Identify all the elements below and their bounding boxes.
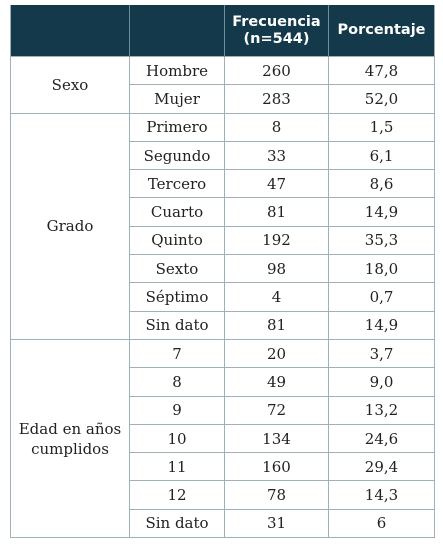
category-cell: 7 (129, 338, 225, 369)
group-label: Edad en años cumplidos (10, 338, 130, 539)
percent-cell: 35,3 (328, 225, 435, 256)
frequency-cell: 134 (224, 423, 329, 454)
frequency-table: Frecuencia (n=544) Porcentaje Sexo Hombre… (10, 5, 435, 539)
header-frequency-title: Frecuencia (232, 13, 321, 30)
table-header: Frecuencia (n=544) Porcentaje (10, 5, 435, 57)
category-cell: Sexto (129, 254, 225, 284)
frequency-cell: 283 (224, 84, 329, 114)
category-cell: 8 (129, 367, 225, 397)
group-label-line1: Sexo (51, 75, 89, 94)
frequency-cell: 78 (224, 480, 329, 510)
table-row: Sexo Hombre 260 47,8 (10, 55, 435, 114)
percent-cell: 6 (328, 508, 435, 539)
category-cell: Séptimo (129, 282, 225, 312)
frequency-cell: 81 (224, 310, 329, 340)
percent-cell: 3,7 (328, 338, 435, 369)
frequency-cell: 98 (224, 254, 329, 284)
frequency-cell: 192 (224, 225, 329, 256)
table-row: Sin dato 31 6 (11, 508, 435, 539)
percent-cell: 1,5 (328, 112, 435, 142)
table-row: Edad en años cumplidos 7 20 3,7 (10, 338, 435, 539)
header-variable (10, 5, 130, 57)
header-row: Frecuencia (n=544) Porcentaje (10, 5, 435, 57)
group-label-line1: Grado (46, 217, 94, 236)
header-frequency-n: (n=544) (243, 30, 310, 47)
header-percent: Porcentaje (328, 5, 435, 57)
table-container: Frecuencia (n=544) Porcentaje Sexo Hombre… (10, 5, 435, 539)
category-cell: Mujer (129, 84, 225, 114)
category-cell: 9 (129, 395, 225, 425)
group-label: Grado (10, 112, 130, 340)
frequency-cell: 20 (224, 338, 329, 369)
table-row: Grado Primero 8 1,5 (10, 112, 435, 340)
group-label-line1: Edad en años (18, 419, 122, 438)
percent-cell: 47,8 (328, 55, 435, 86)
frequency-cell: 72 (224, 395, 329, 425)
percent-cell: 9,0 (328, 367, 435, 397)
percent-cell: 14,3 (328, 480, 435, 510)
header-frequency: Frecuencia (n=544) (224, 5, 329, 57)
percent-cell: 29,4 (328, 452, 435, 482)
header-category (129, 5, 225, 57)
percent-cell: 18,0 (328, 254, 435, 284)
table-row: Sexto 98 18,0 (11, 254, 435, 284)
group-label: Sexo (10, 56, 130, 114)
category-cell: Tercero (129, 169, 225, 199)
frequency-cell: 4 (224, 282, 329, 312)
group-label-line2: cumplidos (31, 439, 109, 458)
category-cell: Cuarto (129, 197, 225, 227)
frequency-cell: 160 (224, 452, 329, 482)
category-cell: 12 (129, 480, 225, 510)
category-cell: Sin dato (129, 508, 225, 539)
table-row: Tercero 47 8,6 (11, 169, 435, 199)
table-row: 11 160 29,4 (11, 452, 435, 482)
frequency-cell: 260 (224, 55, 329, 86)
percent-cell: 14,9 (328, 197, 435, 227)
category-cell: Quinto (129, 225, 225, 256)
percent-cell: 24,6 (328, 423, 435, 454)
table-row: Mujer 283 52,0 (11, 84, 435, 114)
category-cell: Sin dato (129, 310, 225, 340)
category-cell: Primero (129, 112, 225, 142)
percent-cell: 6,1 (328, 140, 435, 171)
table-row: Quinto 192 35,3 (11, 225, 435, 256)
table-row: 10 134 24,6 (11, 423, 435, 454)
frequency-cell: 81 (224, 197, 329, 227)
category-cell: Hombre (129, 55, 225, 86)
percent-cell: 13,2 (328, 395, 435, 425)
percent-cell: 52,0 (328, 84, 435, 114)
frequency-cell: 33 (224, 140, 329, 171)
percent-cell: 14,9 (328, 310, 435, 340)
table-row: 12 78 14,3 (11, 480, 435, 510)
category-cell: Segundo (129, 140, 225, 171)
table-row: Segundo 33 6,1 (11, 140, 435, 171)
table-body: Sexo Hombre 260 47,8 Mujer 283 52,0 Grado Primer… (10, 55, 435, 539)
frequency-cell: 31 (224, 508, 329, 539)
percent-cell: 8,6 (328, 169, 435, 199)
frequency-cell: 8 (224, 112, 329, 142)
percent-cell: 0,7 (328, 282, 435, 312)
table-row: Cuarto 81 14,9 (11, 197, 435, 227)
frequency-cell: 49 (224, 367, 329, 397)
category-cell: 11 (129, 452, 225, 482)
category-cell: 10 (129, 423, 225, 454)
frequency-cell: 47 (224, 169, 329, 199)
